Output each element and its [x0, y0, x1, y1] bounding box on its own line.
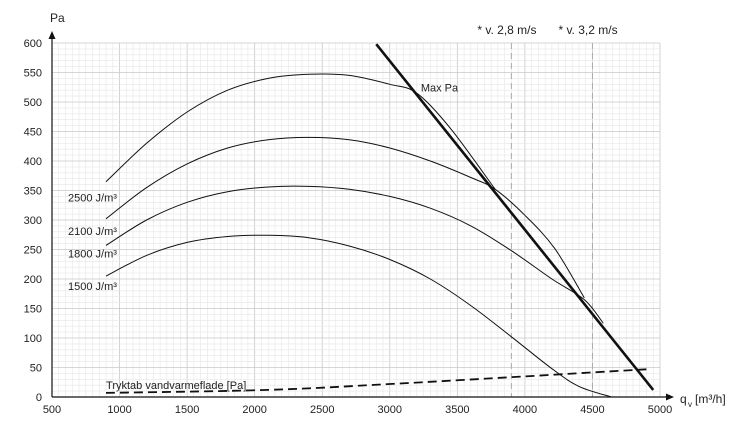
- x-tick-label-7: 3500: [445, 404, 469, 416]
- x-tick-label-9: 4500: [580, 404, 604, 416]
- x-tick-label-3: 1500: [175, 404, 199, 416]
- series-line-5: [375, 43, 655, 391]
- series-line-4: [105, 234, 612, 398]
- y-tick-label-6: 250: [24, 245, 42, 257]
- reference-lines: * v. 2,8 m/s * v. 3,2 m/s: [477, 23, 618, 397]
- series-line-6: [105, 368, 647, 394]
- x-tick-label-2: 1000: [107, 404, 131, 416]
- y-tick-label-3: 100: [24, 333, 42, 345]
- y-tick-label-10: 450: [24, 127, 42, 139]
- annotation-2: Tryktab vandvarmeflade [Pa]: [106, 380, 246, 392]
- reference-line-label-1: * v. 2,8 m/s: [477, 23, 536, 37]
- series-labels: 2500 J/m³ 2100 J/m³ 1800 J/m³ 1500 J/m³ Max …: [68, 82, 459, 392]
- x-axis-title: q v [m³/h]: [680, 392, 726, 409]
- y-tick-label-13: 600: [24, 38, 42, 50]
- x-tick-label-5: 2500: [310, 404, 334, 416]
- svg-text:q: q: [680, 392, 687, 406]
- series-line-3: [105, 185, 604, 324]
- tick-labels: 500 1000 1500 2000 2500 3000 3500 4000 4500 5000 0…: [24, 38, 673, 416]
- series-line-1: [105, 73, 496, 190]
- series-label-1: 2500 J/m³: [68, 193, 117, 205]
- y-tick-label-12: 550: [24, 68, 42, 80]
- y-axis-arrow: [48, 31, 56, 39]
- x-tick-label-4: 2000: [242, 404, 266, 416]
- x-tick-label-6: 3000: [378, 404, 402, 416]
- series-label-2: 2100 J/m³: [68, 226, 117, 238]
- axes: [48, 31, 674, 401]
- svg-text:v: v: [688, 400, 692, 409]
- y-axis-title: Pa: [50, 11, 65, 25]
- y-tick-label-9: 400: [24, 156, 42, 168]
- svg-text:[m³/h]: [m³/h]: [695, 392, 726, 406]
- x-tick-label-8: 4000: [513, 404, 537, 416]
- grid: [51, 42, 661, 398]
- series-group: [105, 43, 655, 398]
- y-tick-label-8: 350: [24, 186, 42, 198]
- y-tick-label-2: 50: [30, 363, 42, 375]
- series-line-2: [105, 136, 585, 299]
- x-tick-label-1: 500: [43, 404, 61, 416]
- y-tick-label-5: 200: [24, 274, 42, 286]
- y-tick-label-1: 0: [36, 392, 42, 404]
- reference-line-label-2: * v. 3,2 m/s: [558, 23, 617, 37]
- x-tick-label-10: 5000: [648, 404, 672, 416]
- series-label-3: 1800 J/m³: [68, 248, 117, 260]
- x-axis-arrow: [666, 393, 674, 401]
- y-tick-label-4: 150: [24, 304, 42, 316]
- y-tick-label-11: 500: [24, 97, 42, 109]
- y-tick-label-7: 300: [24, 215, 42, 227]
- annotation-1: Max Pa: [421, 82, 459, 94]
- series-label-4: 1500 J/m³: [68, 281, 117, 293]
